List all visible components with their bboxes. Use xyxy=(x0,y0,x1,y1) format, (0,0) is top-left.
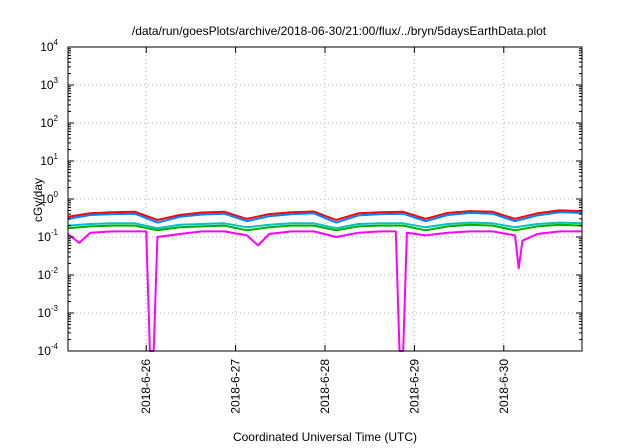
x-tick-label: 2018-6-26 xyxy=(139,359,153,414)
y-tick-label: 104 xyxy=(40,38,58,54)
y-tick-label: 10-1 xyxy=(38,228,59,244)
y-tick-label: 100 xyxy=(40,190,58,206)
series-line xyxy=(67,223,583,232)
y-tick-label: 101 xyxy=(40,152,58,168)
series-line xyxy=(67,221,583,230)
x-tick-label: 2018-6-28 xyxy=(318,359,332,414)
y-tick-label: 103 xyxy=(40,76,58,92)
chart-title: /data/run/goesPlots/archive/2018-06-30/2… xyxy=(132,24,547,38)
series-line xyxy=(67,209,583,221)
series-line xyxy=(67,211,583,224)
x-tick-label: 2018-6-30 xyxy=(497,359,511,414)
plot-frame xyxy=(67,46,583,352)
x-axis-label: Coordinated Universal Time (UTC) xyxy=(233,430,417,444)
axes: 10-4 10-3 10-2 10-1 100 101 102 103 104 2018-6-26… xyxy=(38,38,583,414)
x-tick-label: 2018-6-27 xyxy=(229,359,243,414)
y-axis-label: cGy/day xyxy=(31,178,45,222)
y-tick-label: 102 xyxy=(40,114,58,130)
series-line xyxy=(67,230,582,352)
x-tick-label: 2018-6-29 xyxy=(407,359,421,414)
y-tick-label: 10-3 xyxy=(38,304,59,320)
series-layer xyxy=(67,209,583,352)
y-tick-label: 10-2 xyxy=(38,266,59,282)
y-tick-label: 10-4 xyxy=(38,342,59,358)
grid xyxy=(68,47,582,351)
